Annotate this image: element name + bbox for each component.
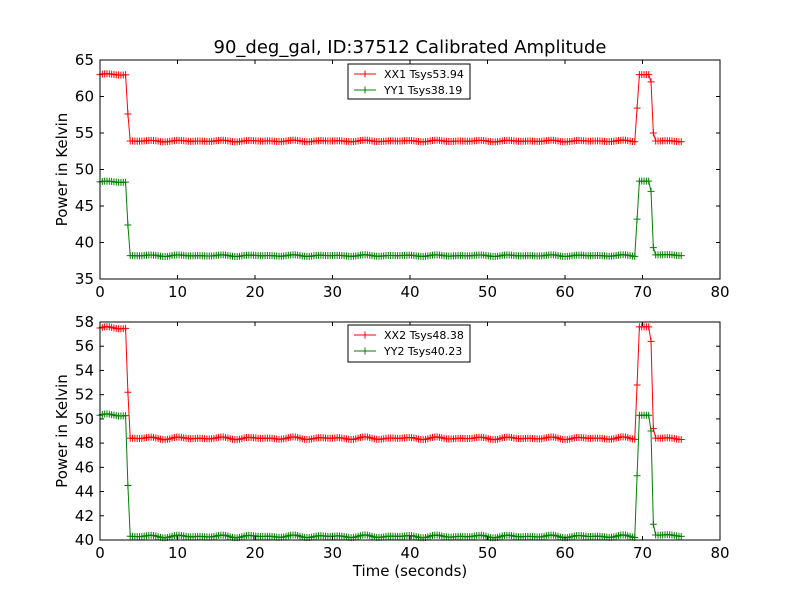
legend-marker [361, 70, 369, 78]
data-point [645, 323, 653, 331]
x-tick-label: 30 [323, 544, 342, 562]
x-tick-label: 0 [95, 283, 105, 301]
data-point [631, 138, 639, 146]
data-point [677, 252, 685, 260]
y-axis-label: Power in Kelvin [53, 113, 71, 227]
data-point [649, 244, 657, 252]
series-markers-yy [96, 177, 685, 261]
data-point [647, 337, 655, 345]
data-point [631, 435, 639, 443]
y-tick-label: 58 [75, 313, 94, 331]
y-axis-label: Power in Kelvin [53, 374, 71, 488]
x-tick-label: 20 [245, 283, 264, 301]
y-tick-label: 44 [75, 483, 94, 501]
legend-marker [361, 347, 369, 355]
x-tick-label: 40 [400, 283, 419, 301]
x-tick-label: 50 [478, 283, 497, 301]
x-axis-label: Time (seconds) [352, 562, 468, 580]
top-subplot: 0 10 20 30 40 50 60 70 80 35 40 45 50 55 60 65 Power in … [53, 51, 730, 301]
data-point [124, 110, 132, 118]
data-point [677, 138, 685, 146]
data-point [122, 412, 130, 420]
x-tick-label: 0 [95, 544, 105, 562]
series-markers-xx [96, 70, 685, 146]
data-point [645, 177, 653, 185]
series-markers-yy [96, 410, 685, 542]
legend-box [347, 63, 471, 100]
data-point [645, 71, 653, 79]
data-point [633, 104, 641, 112]
legend-marker [361, 331, 369, 339]
data-point [122, 324, 130, 332]
y-tick-label: 52 [75, 386, 94, 404]
x-tick-label: 60 [555, 283, 574, 301]
y-tick-label: 42 [75, 507, 94, 525]
data-point [649, 520, 657, 528]
data-point [647, 78, 655, 86]
series-group [96, 323, 685, 542]
legend-label: XX1 Tsys53.94 [384, 68, 464, 81]
x-tick-label: 60 [555, 544, 574, 562]
x-tick-label: 80 [710, 544, 729, 562]
y-tick-label: 54 [75, 361, 94, 379]
legend: XX2 Tsys48.38 YY2 Tsys40.23 [347, 324, 471, 363]
y-tick-label: 50 [75, 161, 94, 179]
x-tick-label: 10 [168, 283, 187, 301]
y-tick-label: 45 [75, 197, 94, 215]
data-point [633, 381, 641, 389]
y-tick-label: 60 [75, 88, 94, 106]
legend: XX1 Tsys53.94 YY1 Tsys38.19 [347, 63, 471, 100]
x-tick-label: 70 [633, 544, 652, 562]
legend-label: YY2 Tsys40.23 [383, 345, 462, 358]
y-tick-label: 46 [75, 458, 94, 476]
data-point [647, 187, 655, 195]
data-point [633, 215, 641, 223]
data-point [122, 71, 130, 79]
data-point [677, 435, 685, 443]
legend-label: YY1 Tsys38.19 [383, 84, 462, 97]
data-point [124, 482, 132, 489]
x-tick-label: 80 [710, 283, 729, 301]
y-tick-label: 40 [75, 234, 94, 252]
data-point [124, 388, 132, 396]
bottom-subplot: 0 10 20 30 40 50 60 70 80 40 42 44 46 48 50 52 54 56 58 Pow… [53, 313, 730, 580]
y-tick-label: 48 [75, 434, 94, 452]
legend-marker [361, 86, 369, 94]
x-tick-label: 50 [478, 544, 497, 562]
y-tick-label: 55 [75, 124, 94, 142]
x-tick-label: 20 [245, 544, 264, 562]
y-tick-label: 50 [75, 410, 94, 428]
x-tick-label: 40 [400, 544, 419, 562]
series-group [96, 70, 685, 261]
y-tick-label: 56 [75, 337, 94, 355]
data-point [633, 472, 641, 480]
data-point [647, 427, 655, 435]
x-tick-label: 30 [323, 283, 342, 301]
legend-box [347, 324, 471, 363]
y-tick-label: 40 [75, 531, 94, 549]
x-tick-label: 10 [168, 544, 187, 562]
data-point [631, 252, 639, 260]
data-point [124, 221, 132, 229]
data-point [122, 178, 130, 186]
y-tick-label: 65 [75, 51, 94, 69]
data-point [649, 129, 657, 137]
data-point [677, 532, 685, 540]
legend-label: XX2 Tsys48.38 [384, 329, 464, 342]
figure-title: 90_deg_gal, ID:37512 Calibrated Amplitud… [214, 37, 607, 58]
data-point [645, 411, 653, 419]
x-tick-label: 70 [633, 283, 652, 301]
series-markers-xx [96, 323, 685, 444]
y-tick-label: 35 [75, 270, 94, 288]
